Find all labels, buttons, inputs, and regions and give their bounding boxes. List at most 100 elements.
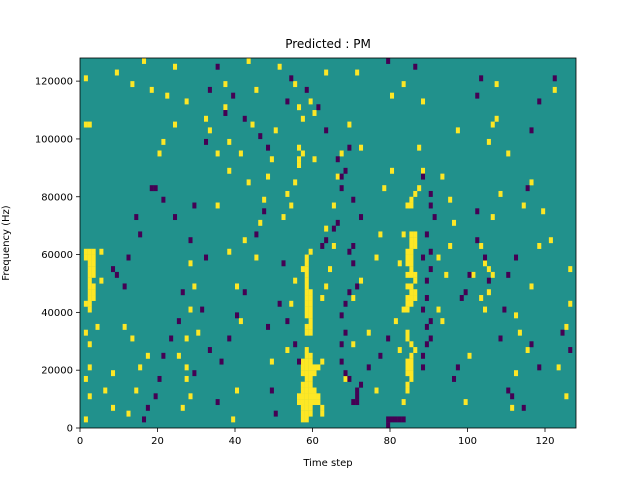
- heatmap-cell: [475, 237, 480, 244]
- heatmap-cell: [180, 404, 185, 411]
- heatmap-cell: [91, 266, 96, 273]
- heatmap-cell: [269, 156, 274, 163]
- plot-frame: [79, 57, 577, 429]
- x-tick-label: 60: [306, 436, 319, 447]
- heatmap-cell: [188, 237, 193, 244]
- heatmap-cell: [87, 260, 92, 267]
- heatmap-cell: [343, 300, 348, 307]
- heatmap-cell: [320, 243, 325, 249]
- heatmap-cell: [91, 260, 96, 267]
- heatmap-cell: [552, 75, 557, 82]
- heatmap-cell: [304, 306, 309, 313]
- heatmap-cell: [87, 248, 92, 255]
- heatmap-cell: [312, 110, 317, 116]
- heatmap-cell: [421, 306, 426, 313]
- heatmap-cell: [355, 69, 360, 76]
- heatmap-cell: [184, 375, 189, 382]
- heatmap-cell: [285, 190, 290, 197]
- heatmap-cell: [556, 364, 561, 371]
- heatmap-cell: [409, 283, 414, 290]
- heatmap-cell: [312, 364, 317, 371]
- heatmap-cell: [188, 306, 193, 313]
- heatmap-cell: [409, 260, 414, 267]
- heatmap-cell: [366, 364, 371, 371]
- heatmap-cell: [297, 104, 302, 111]
- heatmap-cell: [235, 283, 240, 290]
- y-tick-label: 40000: [41, 308, 73, 319]
- heatmap-cell: [320, 404, 325, 411]
- heatmap-cell: [390, 416, 395, 423]
- heatmap-cell: [87, 289, 92, 296]
- heatmap-cell: [87, 266, 92, 273]
- heatmap-cell: [300, 266, 305, 273]
- heatmap-cell: [320, 410, 325, 417]
- heatmap-cell: [169, 335, 174, 342]
- heatmap-cell: [204, 138, 209, 145]
- heatmap-cell: [83, 75, 88, 82]
- heatmap-cell: [421, 352, 426, 359]
- heatmap-cell: [83, 121, 88, 128]
- heatmap-cell: [308, 329, 313, 336]
- heatmap-cell: [161, 352, 166, 359]
- heatmap-cell: [564, 323, 569, 330]
- heatmap-cell: [413, 295, 418, 301]
- heatmap-cell: [297, 399, 302, 406]
- heatmap-cell: [405, 381, 410, 388]
- heatmap-cell: [227, 138, 232, 145]
- heatmap-cell: [320, 358, 325, 365]
- heatmap-cell: [440, 318, 445, 325]
- heatmap-cell: [428, 190, 433, 197]
- heatmap-cell: [448, 196, 453, 203]
- heatmap-cell: [529, 283, 534, 290]
- heatmap-cell: [192, 202, 197, 209]
- heatmap-cell: [312, 387, 317, 394]
- heatmap-cell: [176, 352, 181, 359]
- heatmap-cell: [521, 404, 526, 411]
- heatmap-cell: [273, 410, 278, 417]
- heatmap-cell: [227, 248, 232, 255]
- heatmap-cell: [223, 104, 228, 111]
- heatmap-cell: [297, 393, 302, 400]
- heatmap-cell: [351, 399, 356, 406]
- heatmap-cell: [409, 370, 414, 377]
- heatmap-cell: [502, 306, 507, 313]
- heatmap-cell: [316, 364, 321, 371]
- heatmap-cell: [95, 323, 100, 330]
- heatmap-cell: [436, 306, 441, 313]
- heatmap-cell: [316, 104, 321, 111]
- heatmap-cell: [300, 381, 305, 388]
- heatmap-cell: [537, 98, 542, 105]
- heatmap-cell: [176, 318, 181, 325]
- heatmap-cell: [87, 254, 92, 261]
- heatmap-cell: [312, 156, 317, 163]
- heatmap-cell: [409, 231, 414, 238]
- heatmap-cell: [401, 416, 406, 423]
- heatmap-cell: [304, 86, 309, 93]
- heatmap-cell: [494, 81, 499, 88]
- heatmap-cell: [83, 329, 88, 336]
- heatmap-cell: [308, 300, 313, 307]
- heatmap-cell: [262, 196, 267, 203]
- heatmap-cell: [99, 277, 104, 284]
- heatmap-cell: [514, 370, 519, 377]
- heatmap-cell: [281, 214, 286, 221]
- y-tick-label: 20000: [41, 366, 73, 377]
- heatmap-cell: [405, 364, 410, 371]
- heatmap-cell: [421, 364, 426, 371]
- heatmap-cell: [285, 347, 290, 353]
- heatmap-cell: [409, 289, 414, 296]
- heatmap-cell: [452, 219, 457, 226]
- heatmap-cell: [304, 410, 309, 417]
- heatmap-cell: [405, 306, 410, 313]
- heatmap-cell: [529, 179, 534, 186]
- heatmap-cell: [293, 179, 298, 186]
- heatmap-cell: [304, 323, 309, 330]
- heatmap-cell: [207, 347, 212, 353]
- heatmap-cell: [506, 150, 511, 157]
- heatmap-cell: [409, 248, 414, 255]
- heatmap-cell: [421, 173, 426, 180]
- heatmap-cell: [324, 127, 329, 134]
- heatmap-cell: [471, 271, 476, 278]
- heatmap-cell: [157, 150, 162, 157]
